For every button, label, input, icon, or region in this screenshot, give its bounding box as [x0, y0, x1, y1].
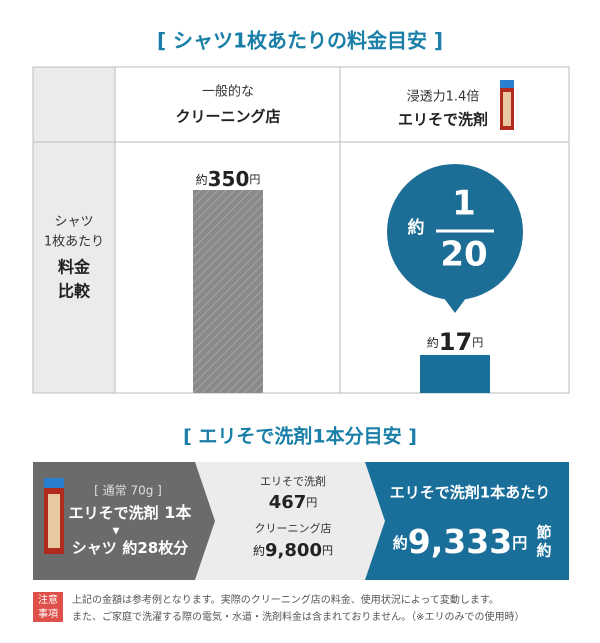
left-line: シャツ 約28枚分: [72, 538, 188, 557]
prefix: 約: [196, 172, 208, 187]
suffix: 節: [536, 524, 551, 542]
suffix: 約: [536, 542, 551, 560]
row-header: 料金: [58, 258, 91, 277]
bubble-prefix: 約: [408, 217, 425, 238]
bar-detergent: [420, 355, 490, 393]
row-header: 比較: [58, 282, 91, 301]
text: エリそで洗剤: [69, 504, 159, 522]
bar-label: 約350円: [196, 167, 261, 191]
unit: 円: [472, 336, 483, 349]
notice-line: 上記の金額は参考例となります。実際のクリーニング店の料金、使用状況によって変動し…: [72, 593, 499, 606]
prefix: 約: [393, 534, 408, 552]
prefix: 約: [427, 335, 439, 350]
bar-label: 約17円: [427, 328, 483, 356]
unit: 円: [512, 534, 527, 552]
bubble-numerator: 1: [452, 184, 476, 224]
product-icon: [500, 80, 514, 130]
right-panel: [365, 462, 569, 580]
table-border: [32, 66, 570, 394]
left-panel: [33, 462, 215, 580]
section-title: [ エリそで洗剤1本分目安 ]: [183, 425, 417, 448]
count: 1本: [164, 503, 191, 522]
col-name: エリそで洗剤: [398, 111, 488, 129]
product-icon: [44, 478, 64, 554]
badge-text: 事項: [38, 607, 58, 620]
item: クリーニング店: [255, 521, 332, 535]
col-sub: 浸透力1.4倍: [407, 90, 480, 105]
notice-line: また、ご家庭で洗濯する際の電気・水道・洗剤料金は含まれておりません。（※エリのみ…: [72, 610, 524, 623]
unit: 円: [306, 496, 317, 509]
value: 467: [269, 492, 307, 513]
col-name: クリーニング店: [175, 108, 280, 126]
note: [ 通常 70g ]: [94, 484, 162, 498]
badge-text: 注意: [38, 593, 58, 606]
middle-panel: [195, 462, 385, 580]
item: エリそで洗剤: [260, 474, 326, 488]
value: 350: [208, 167, 250, 191]
price: 467円: [269, 492, 318, 513]
value: 9,800: [265, 540, 322, 561]
amount: 9,333: [408, 522, 512, 561]
col-sub: 一般的な: [202, 84, 254, 100]
notice-badge: [33, 592, 63, 622]
value: 17: [439, 328, 472, 356]
prefix: 約: [253, 543, 265, 558]
text: シャツ: [72, 539, 117, 557]
row-header: シャツ: [54, 215, 93, 230]
right-heading: エリそで洗剤1本あたり: [390, 484, 550, 502]
price: 約9,800円: [253, 540, 333, 561]
left-line: エリそで洗剤 1本: [69, 503, 192, 522]
row-header: 1枚あたり: [44, 235, 104, 250]
arrow: ▼: [113, 527, 120, 537]
bubble-denominator: 20: [440, 235, 487, 275]
unit: 円: [322, 544, 333, 557]
bar-cleaning: [193, 190, 263, 393]
header-cell: [33, 67, 115, 393]
unit: 円: [249, 173, 260, 186]
count: 約28枚分: [122, 539, 188, 557]
savings: 約9,333円: [393, 522, 527, 561]
title: [ シャツ1枚あたりの料金目安 ]: [157, 29, 443, 53]
